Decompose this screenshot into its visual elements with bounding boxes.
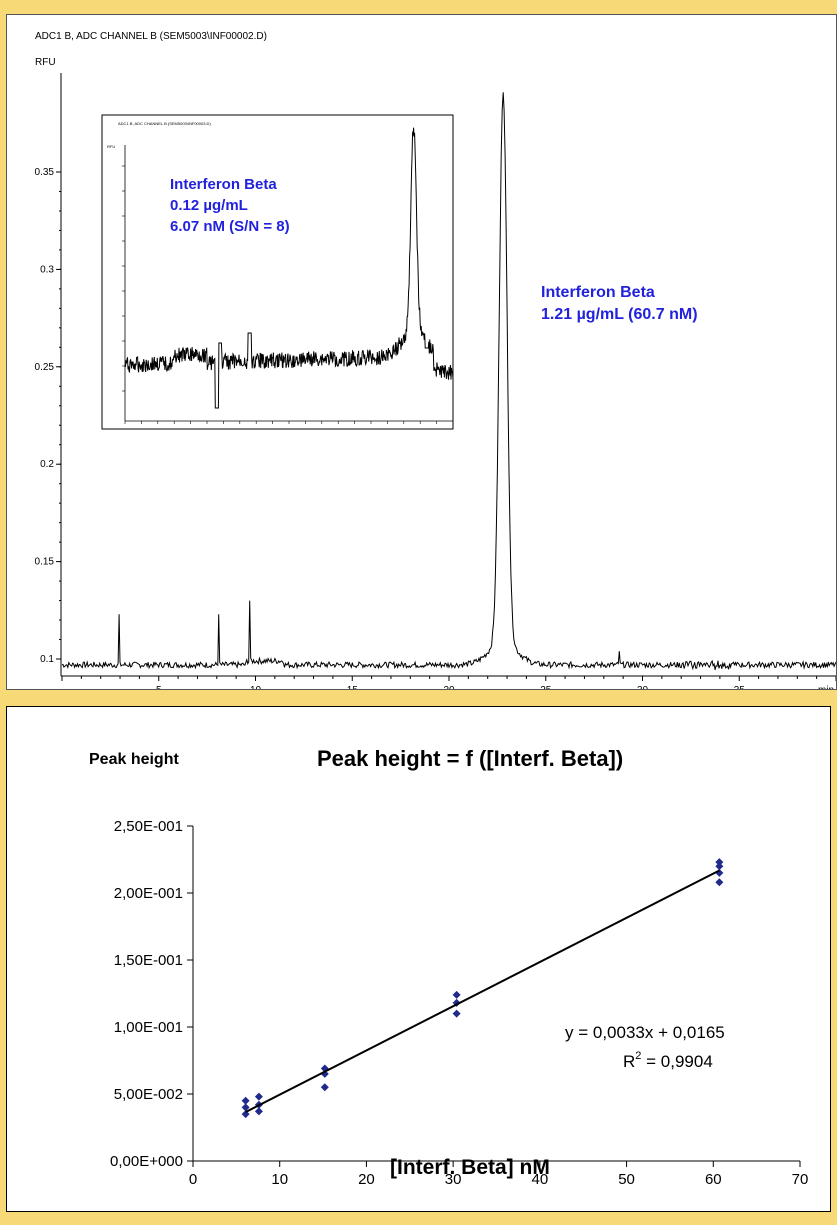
trendline — [245, 869, 720, 1113]
cal-x-tick-label: 40 — [532, 1171, 549, 1188]
calibration-trendline — [245, 869, 720, 1113]
chromatogram-axes: 0.1 0.15 0.2 0.25 0.3 0.35 5 10 15 20 25 30 35 min — [35, 73, 836, 689]
x-tick-label: 5 — [156, 685, 162, 689]
inset-trace — [124, 127, 454, 409]
x-tick-label: 15 — [347, 685, 359, 689]
data-point — [254, 1092, 263, 1101]
y-tick-label: 0.25 — [35, 362, 55, 373]
chromatogram-header: ADC1 B, ADC CHANNEL B (SEM5003\INF00002.… — [35, 31, 267, 42]
r-squared-superscript: 2 — [635, 1050, 641, 1062]
inset-annotation-name: Interferon Beta — [170, 176, 277, 193]
calibration-points — [241, 858, 724, 1119]
x-tick-label: 35 — [734, 685, 746, 689]
cal-y-tick-label: 2,00E-001 — [114, 885, 183, 902]
cal-y-tick-label: 2,50E-001 — [114, 818, 183, 835]
r-squared: R2 = 0,9904 — [623, 1050, 713, 1071]
calibration-plot: Peak height Peak height = f ([Interf. Be… — [89, 746, 808, 1188]
x-tick-label: 30 — [637, 685, 649, 689]
r-squared-prefix: R — [623, 1052, 635, 1071]
chromatogram-line — [61, 92, 836, 671]
inset-y-unit: RFU — [107, 144, 115, 149]
data-point — [320, 1083, 329, 1092]
inset-annotation-mass: 0.12 µg/mL — [170, 197, 248, 214]
calibration-title: Peak height = f ([Interf. Beta]) — [317, 746, 623, 771]
x-unit-label: min — [818, 685, 834, 689]
x-tick-label: 20 — [443, 685, 455, 689]
data-point — [320, 1064, 329, 1073]
calibration-x-label: [Interf. Beta] nM — [390, 1156, 550, 1179]
data-point — [452, 990, 461, 999]
cal-y-tick-label: 1,50E-001 — [114, 952, 183, 969]
inset-axes — [122, 145, 454, 424]
calibration-panel: Peak height Peak height = f ([Interf. Be… — [6, 706, 831, 1212]
data-point — [715, 858, 724, 867]
data-point — [715, 862, 724, 871]
data-point — [452, 1009, 461, 1018]
cal-y-tick-label: 5,00E-002 — [114, 1086, 183, 1103]
data-point — [241, 1103, 250, 1112]
cal-x-tick-label: 50 — [618, 1171, 635, 1188]
r-squared-value: = 0,9904 — [641, 1052, 712, 1071]
calibration-axes: 0 10 20 30 40 50 60 70 0,00E+000 5,00E-002 1,00E-0… — [110, 818, 808, 1188]
y-tick-label: 0.3 — [40, 264, 54, 275]
main-peak-annotation-concentration: 1.21 µg/mL (60.7 nM) — [541, 306, 698, 323]
inset-header: ADC1 B, ADC CHANNEL B (SEM5003\INF00003.… — [118, 121, 211, 126]
cal-y-tick-label: 1,00E-001 — [114, 1019, 183, 1036]
calibration-y-label: Peak height — [89, 751, 179, 768]
cal-x-tick-label: 10 — [271, 1171, 288, 1188]
chromatogram-trace — [61, 92, 836, 671]
x-tick-label: 10 — [250, 685, 262, 689]
y-tick-label: 0.15 — [35, 557, 55, 568]
data-point — [715, 878, 724, 887]
cal-x-tick-label: 70 — [792, 1171, 809, 1188]
main-peak-annotation-name: Interferon Beta — [541, 284, 655, 301]
data-point — [241, 1110, 250, 1119]
cal-x-tick-label: 0 — [189, 1171, 197, 1188]
x-tick-label: 25 — [540, 685, 552, 689]
chromatogram-plot: ADC1 B, ADC CHANNEL B (SEM5003\INF00002.… — [35, 31, 836, 689]
inset-chromatogram: ADC1 B, ADC CHANNEL B (SEM5003\INF00003.… — [101, 114, 454, 430]
y-tick-label: 0.2 — [40, 459, 54, 470]
data-point — [241, 1096, 250, 1105]
inset-line — [124, 127, 454, 409]
cal-x-tick-label: 30 — [445, 1171, 462, 1188]
chromatogram-panel: ADC1 B, ADC CHANNEL B (SEM5003\INF00002.… — [6, 14, 837, 690]
cal-x-tick-label: 20 — [358, 1171, 375, 1188]
y-tick-label: 0.35 — [35, 167, 55, 178]
data-point — [254, 1107, 263, 1116]
y-unit-label: RFU — [35, 57, 56, 68]
y-tick-label: 0.1 — [40, 654, 54, 665]
inset-annotation-molar: 6.07 nM (S/N = 8) — [170, 218, 290, 235]
regression-equation: y = 0,0033x + 0,0165 — [565, 1023, 725, 1042]
cal-x-tick-label: 60 — [705, 1171, 722, 1188]
cal-y-tick-label: 0,00E+000 — [110, 1153, 183, 1170]
